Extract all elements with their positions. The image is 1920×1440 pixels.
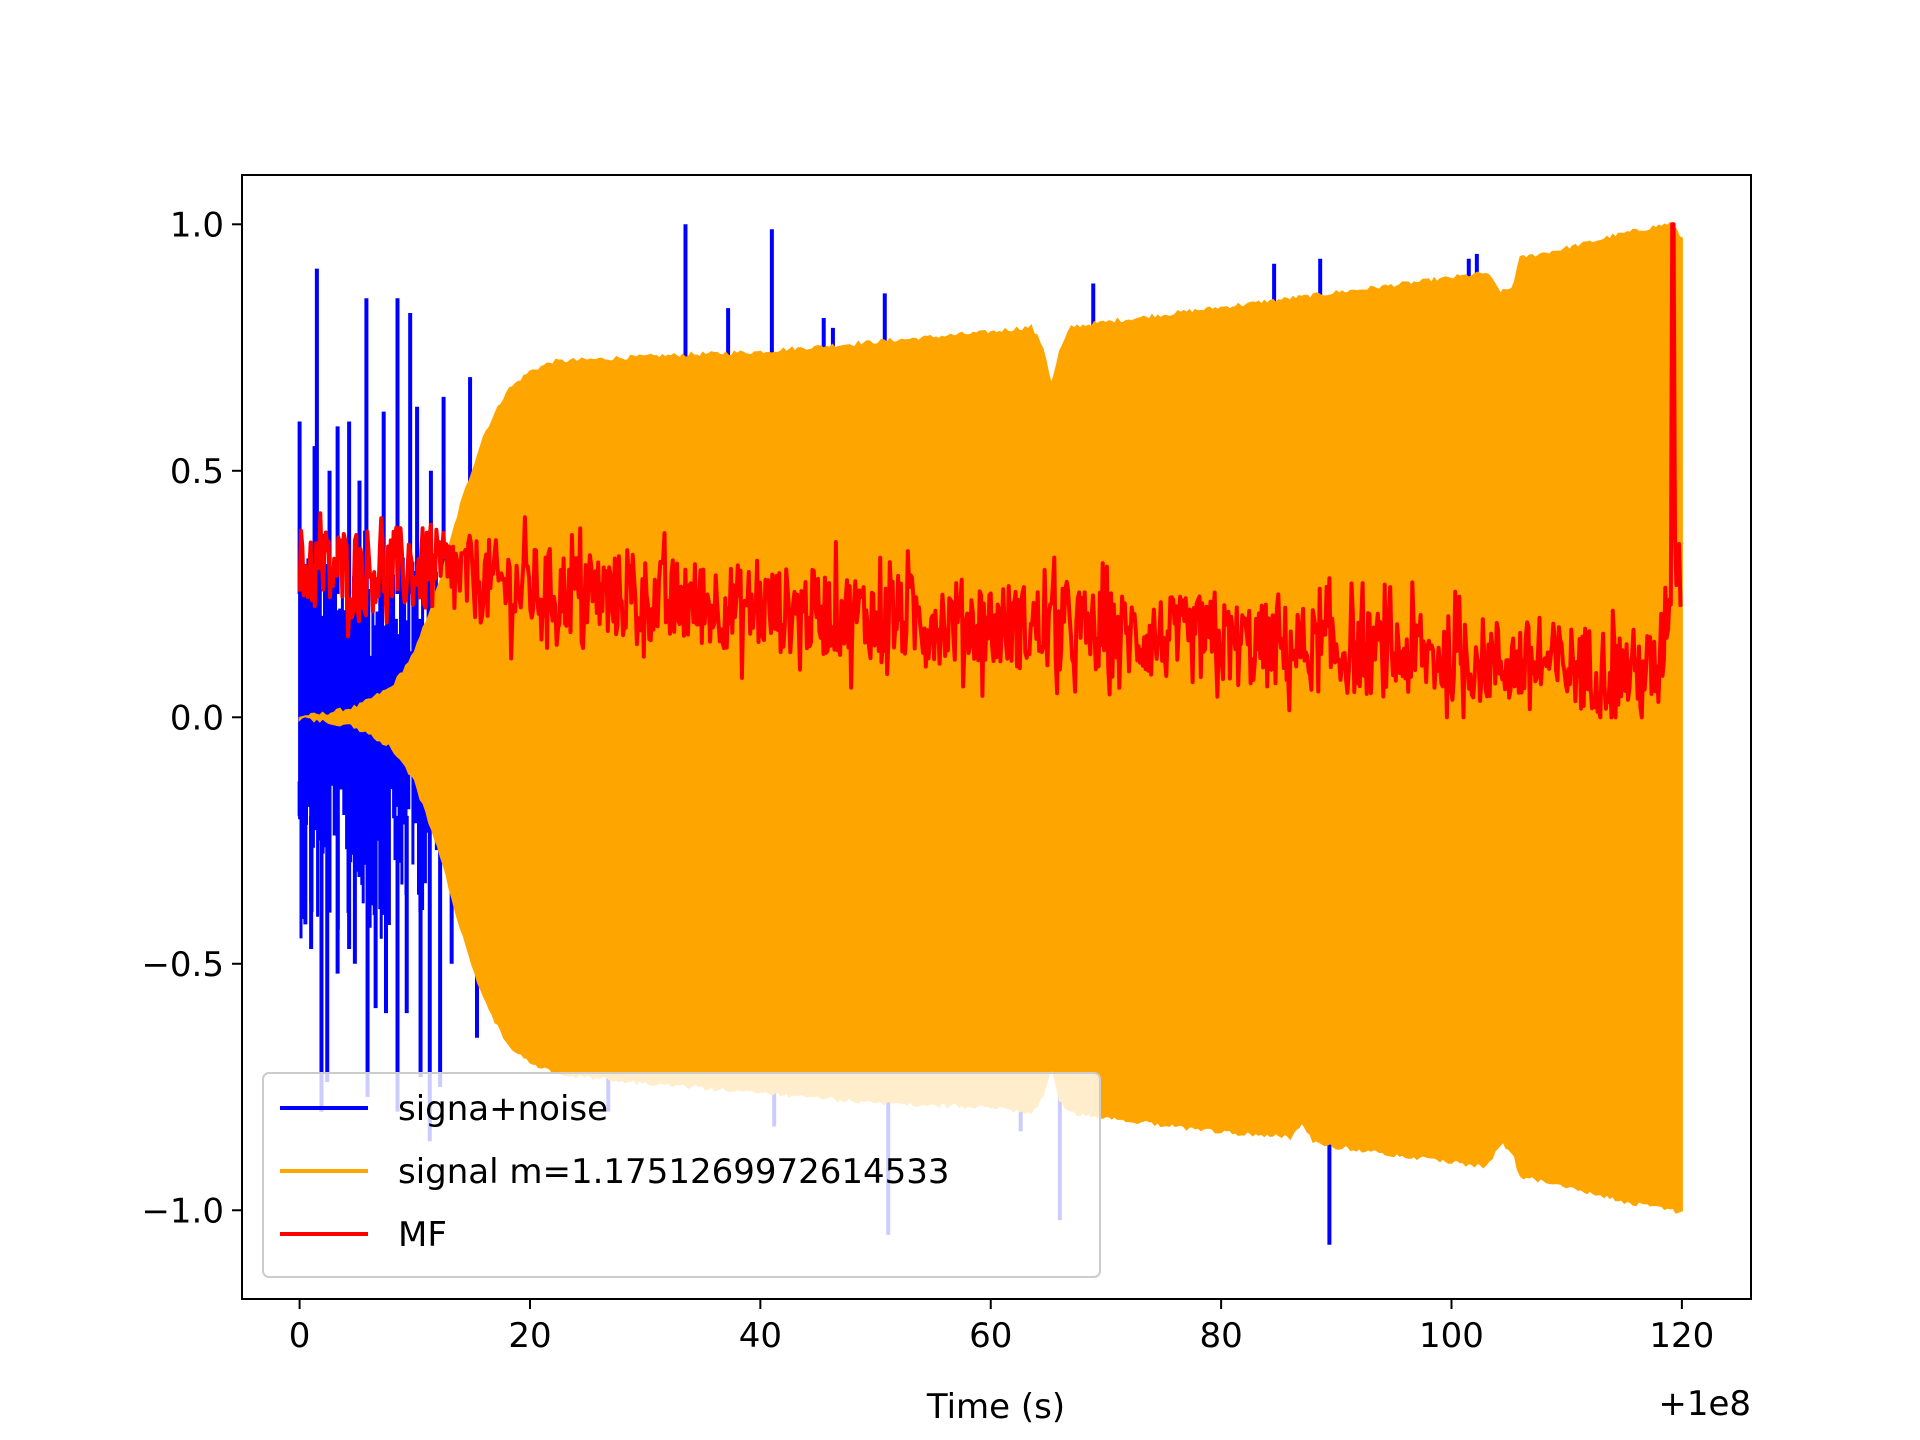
- plot-area: [297, 221, 1683, 1245]
- x-tick-label: 100: [1419, 1316, 1484, 1356]
- y-axis: 1.0 0.5 0.0 −0.5 −1.0: [141, 205, 242, 1231]
- x-tick-label: 20: [508, 1316, 551, 1356]
- y-tick-label: −0.5: [141, 945, 224, 985]
- x-axis-label: Time (s): [926, 1387, 1065, 1427]
- x-tick-label: 0: [289, 1316, 311, 1356]
- series-mf-line: [297, 222, 1683, 720]
- x-offset-label: +1e8: [1658, 1384, 1751, 1424]
- y-tick-label: −1.0: [141, 1191, 224, 1231]
- legend-box: [262, 1072, 1101, 1278]
- x-axis: 0 20 40 60 80 100 120: [289, 1299, 1714, 1356]
- x-tick-label: 120: [1649, 1316, 1714, 1356]
- legend: signa+noise signal m=1.1751269972614533 …: [262, 1072, 1101, 1278]
- y-tick-label: 1.0: [170, 205, 224, 245]
- legend-label-signal: signal m=1.1751269972614533: [398, 1152, 950, 1192]
- x-tick-label: 60: [969, 1316, 1012, 1356]
- y-tick-label: 0.5: [170, 452, 224, 492]
- legend-label-mf: MF: [398, 1215, 447, 1255]
- y-tick-label: 0.0: [170, 698, 224, 738]
- legend-label-signal-noise: signa+noise: [398, 1089, 608, 1129]
- x-tick-label: 40: [739, 1316, 782, 1356]
- x-tick-label: 80: [1199, 1316, 1242, 1356]
- axes-frame: [241, 174, 1752, 1300]
